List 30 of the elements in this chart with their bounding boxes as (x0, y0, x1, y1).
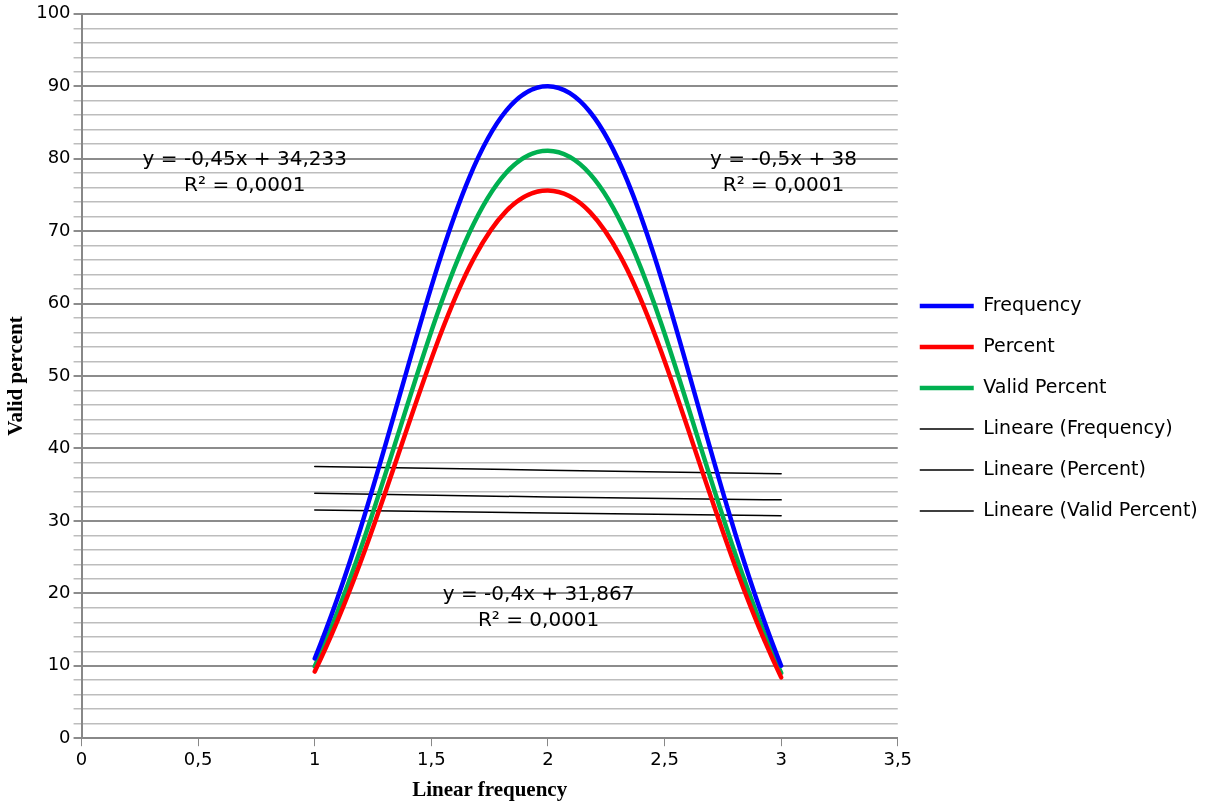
y-tick-label: 90 (47, 73, 71, 95)
y-tick-label: 30 (47, 508, 71, 530)
x-tick-label: 0,5 (183, 747, 213, 769)
legend-label: Valid Percent (983, 374, 1107, 397)
annotation: y = -0,45x + 34,233 R² = 0,0001 (142, 146, 347, 197)
annotation: y = -0,4x + 31,867 R² = 0,0001 (442, 581, 635, 632)
y-tick-label: 70 (47, 218, 71, 240)
x-tick-label: 0 (75, 747, 88, 769)
y-tick-label: 100 (36, 1, 71, 23)
legend-label: Lineare (Percent) (983, 456, 1146, 479)
y-tick-label: 80 (47, 146, 71, 168)
legend-label: Lineare (Valid Percent) (983, 497, 1198, 520)
y-tick-label: 50 (47, 363, 71, 385)
x-tick-label: 3 (775, 747, 787, 769)
y-tick-label: 60 (47, 291, 71, 313)
x-tick-label: 2,5 (650, 747, 679, 769)
x-tick-label: 2 (542, 747, 554, 769)
legend-label: Frequency (983, 292, 1082, 315)
annotation: y = -0,5x + 38 R² = 0,0001 (709, 146, 858, 197)
y-tick-label: 20 (47, 580, 71, 602)
y-tick-label: 40 (47, 436, 71, 458)
x-tick-label: 3,5 (883, 747, 913, 769)
y-tick-label: 0 (59, 725, 71, 747)
y-tick-label: 10 (47, 653, 71, 675)
y-axis-title: Valid percent (3, 316, 28, 436)
x-tick-label: 1 (309, 747, 321, 769)
legend-label: Lineare (Frequency) (983, 415, 1173, 438)
x-axis-title: Linear frequency (412, 776, 568, 801)
legend-label: Percent (983, 333, 1055, 356)
x-tick-label: 1,5 (417, 747, 446, 769)
